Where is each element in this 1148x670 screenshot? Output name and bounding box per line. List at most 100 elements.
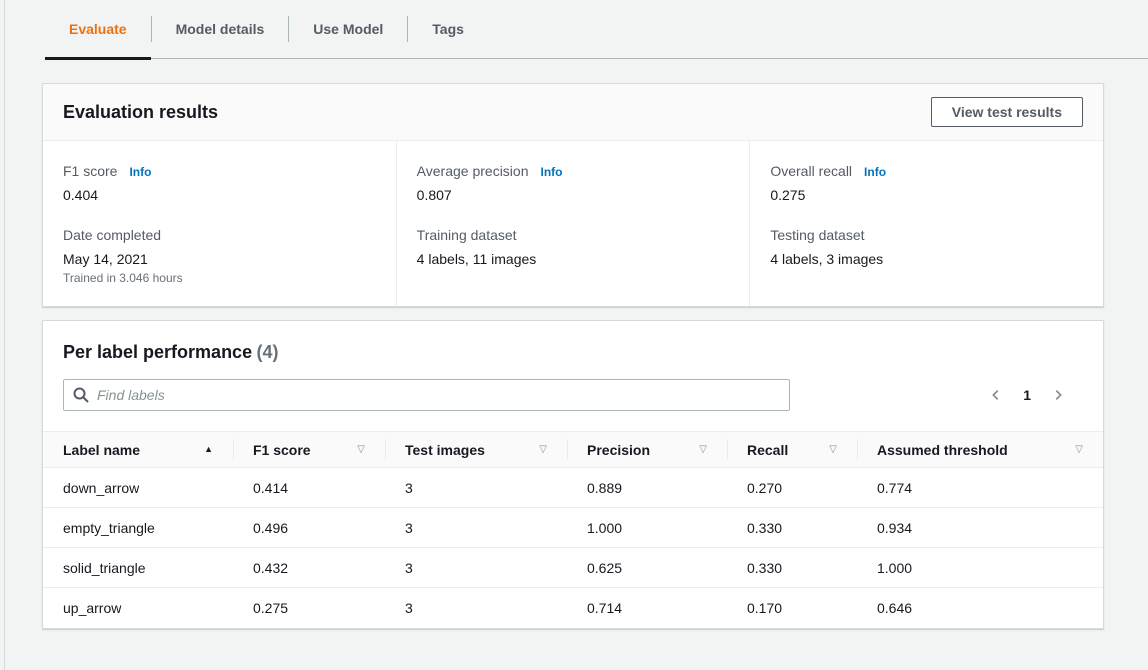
stat-value: 0.275 (770, 187, 806, 203)
tab-separator (288, 16, 290, 42)
search-icon (73, 387, 89, 403)
label-count-badge: (4) (256, 342, 279, 362)
info-link[interactable]: Info (864, 165, 887, 179)
column-header-precision[interactable]: Precision ▽ (567, 431, 727, 468)
sort-toggle-icon: ▽ (829, 443, 837, 455)
table-row: solid_triangle 0.432 3 0.625 0.330 1.000 (43, 547, 1103, 588)
stat-column: Average precision Info 0.807 Training datas… (395, 141, 750, 306)
previous-page-button[interactable] (985, 384, 1007, 406)
tab-model-details[interactable]: Model details (175, 21, 265, 37)
stat-f1-score: F1 score Info 0.404 (63, 161, 376, 205)
cell-label-name: solid_triangle (43, 547, 233, 588)
stat-value: 4 labels, 11 images (416, 251, 537, 267)
stat-value: 0.807 (416, 187, 452, 203)
panel-left-border (4, 0, 5, 670)
table-row: down_arrow 0.414 3 0.889 0.270 0.774 (43, 467, 1103, 508)
info-link[interactable]: Info (129, 165, 152, 179)
stat-label: Training dataset (416, 227, 517, 243)
evaluation-stats: F1 score Info 0.404 Date completed May 14, 2… (43, 141, 1103, 306)
cell-precision: 0.889 (567, 467, 727, 508)
cell-assumed-threshold: 0.774 (857, 467, 1103, 508)
next-page-button[interactable] (1047, 384, 1069, 406)
cell-test-images: 3 (385, 507, 567, 548)
column-header-assumed-threshold[interactable]: Assumed threshold ▽ (857, 431, 1103, 468)
column-header-f1-score[interactable]: F1 score ▽ (233, 431, 385, 468)
per-label-table: Label name ▲ F1 score ▽ Test images ▽ Precisio… (43, 431, 1103, 628)
column-label: Assumed threshold (877, 441, 1008, 458)
column-label: Label name (63, 441, 141, 458)
stat-note: Trained in 3.046 hours (63, 271, 183, 285)
per-label-performance-card: Per label performance (4) 1 (42, 320, 1104, 629)
pagination: 1 (985, 384, 1069, 406)
sort-toggle-icon: ▽ (539, 443, 547, 455)
table-toolbar: 1 (43, 379, 1103, 411)
table-row: empty_triangle 0.496 3 1.000 0.330 0.934 (43, 507, 1103, 548)
performance-card-title: Per label performance (63, 342, 253, 362)
cell-recall: 0.330 (727, 507, 857, 548)
cell-label-name: down_arrow (43, 467, 233, 508)
column-header-recall[interactable]: Recall ▽ (727, 431, 857, 468)
column-header-test-images[interactable]: Test images ▽ (385, 431, 567, 468)
evaluation-card-header: Evaluation results View test results (43, 84, 1103, 141)
cell-test-images: 3 (385, 587, 567, 628)
evaluation-results-card: Evaluation results View test results F1 … (42, 83, 1104, 307)
stat-average-precision: Average precision Info 0.807 (417, 161, 730, 205)
table-body: down_arrow 0.414 3 0.889 0.270 0.774 empty_tri… (43, 467, 1103, 628)
cell-test-images: 3 (385, 547, 567, 588)
stat-label: F1 score (63, 163, 118, 179)
tab-tags[interactable]: Tags (432, 21, 464, 37)
cell-label-name: empty_triangle (43, 507, 233, 548)
sort-toggle-icon: ▽ (357, 443, 365, 455)
page-number[interactable]: 1 (1023, 387, 1031, 403)
column-label: Recall (747, 441, 789, 458)
stat-value: 0.404 (63, 187, 99, 203)
stat-label: Overall recall (770, 163, 853, 179)
tab-separator (407, 16, 409, 42)
performance-card-header: Per label performance (4) (43, 321, 1103, 363)
cell-precision: 0.625 (567, 547, 727, 588)
evaluation-card-title: Evaluation results (63, 101, 219, 122)
search-box[interactable] (63, 379, 790, 411)
cell-assumed-threshold: 1.000 (857, 547, 1103, 588)
cell-recall: 0.330 (727, 547, 857, 588)
stat-column: F1 score Info 0.404 Date completed May 14, 2… (43, 141, 396, 306)
search-input[interactable] (97, 387, 780, 403)
stat-label: Testing dataset (770, 227, 865, 243)
info-link[interactable]: Info (540, 165, 563, 179)
stat-value: 4 labels, 3 images (770, 251, 884, 267)
column-label: Test images (405, 441, 485, 458)
stat-training-dataset: Training dataset 4 labels, 11 images (417, 225, 730, 269)
cell-recall: 0.270 (727, 467, 857, 508)
cell-precision: 1.000 (567, 507, 727, 548)
cell-test-images: 3 (385, 467, 567, 508)
tab-use-model[interactable]: Use Model (313, 21, 384, 37)
column-label: F1 score (253, 441, 311, 458)
stat-label: Average precision (416, 163, 529, 179)
stat-overall-recall: Overall recall Info 0.275 (770, 161, 1083, 205)
cell-recall: 0.170 (727, 587, 857, 628)
stat-date-completed: Date completed May 14, 2021 Trained in 3.0… (63, 225, 376, 286)
sort-toggle-icon: ▽ (699, 443, 707, 455)
cell-label-name: up_arrow (43, 587, 233, 628)
cell-assumed-threshold: 0.646 (857, 587, 1103, 628)
cell-f1-score: 0.496 (233, 507, 385, 548)
cell-precision: 0.714 (567, 587, 727, 628)
cell-f1-score: 0.432 (233, 547, 385, 588)
stat-column: Overall recall Info 0.275 Testing dataset 4 … (749, 141, 1103, 306)
stat-value: May 14, 2021 (63, 251, 148, 267)
cell-f1-score: 0.275 (233, 587, 385, 628)
tab-separator (150, 16, 152, 42)
stat-testing-dataset: Testing dataset 4 labels, 3 images (770, 225, 1083, 269)
sort-toggle-icon: ▽ (1075, 443, 1083, 455)
chevron-left-icon (992, 390, 999, 400)
view-test-results-button[interactable]: View test results (930, 97, 1083, 127)
chevron-right-icon (1055, 390, 1062, 400)
stat-label: Date completed (63, 227, 162, 243)
sort-ascending-icon: ▲ (204, 444, 213, 454)
tab-evaluate[interactable]: Evaluate (45, 0, 151, 60)
cell-f1-score: 0.414 (233, 467, 385, 508)
table-header-row: Label name ▲ F1 score ▽ Test images ▽ Precisio… (43, 431, 1103, 468)
column-header-label-name[interactable]: Label name ▲ (43, 431, 233, 468)
cell-assumed-threshold: 0.934 (857, 507, 1103, 548)
table-row: up_arrow 0.275 3 0.714 0.170 0.646 (43, 587, 1103, 628)
